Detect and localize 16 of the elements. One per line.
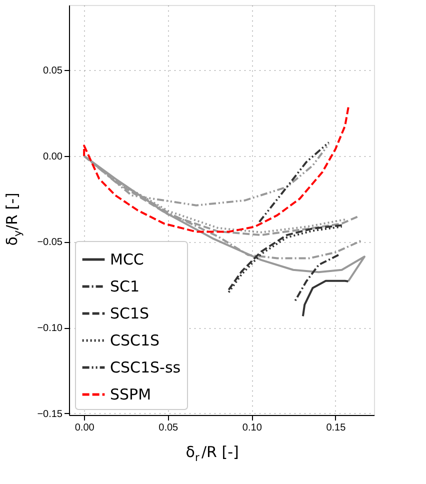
y-tick-label: −0.15 bbox=[37, 408, 63, 420]
legend-label: SSPM bbox=[110, 386, 152, 404]
y-axis-title: δy/R [-] bbox=[3, 192, 24, 246]
legend-label: CSC1S-ss bbox=[110, 358, 181, 376]
legend-label: CSC1S bbox=[110, 332, 160, 350]
y-tick-label: −0.05 bbox=[37, 237, 63, 248]
x-tick-label: 0.05 bbox=[158, 422, 179, 434]
y-tick-label: −0.10 bbox=[37, 323, 63, 334]
y-tick-label: 0.05 bbox=[43, 66, 63, 77]
legend-label: MCC bbox=[110, 250, 144, 268]
legend-label: SC1S bbox=[110, 304, 150, 322]
legend-label: SC1 bbox=[110, 278, 140, 296]
y-tick-label: 0.00 bbox=[43, 151, 63, 162]
x-tick-label: 0.00 bbox=[74, 422, 95, 434]
x-tick-label: 0.10 bbox=[242, 422, 262, 434]
x-tick-label: 0.15 bbox=[326, 422, 346, 434]
